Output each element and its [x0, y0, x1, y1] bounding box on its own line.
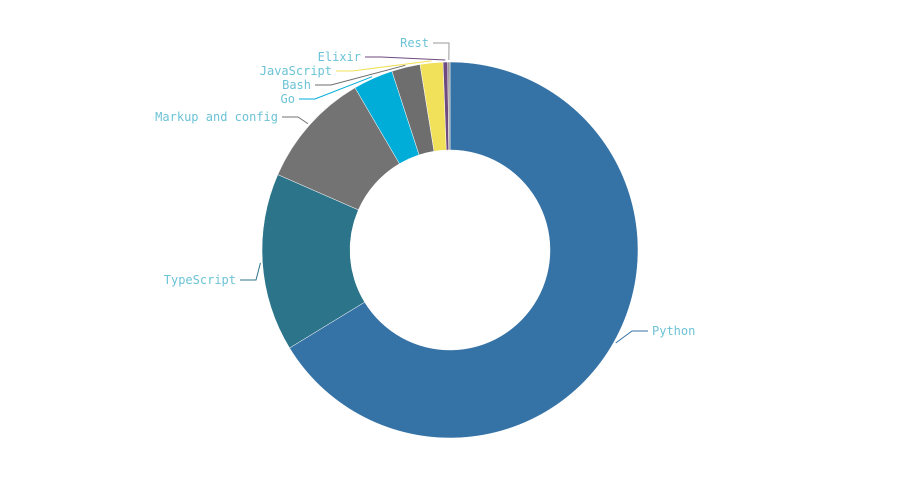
leader-line-elixir: [365, 56, 446, 61]
slice-rest[interactable]: [447, 61, 451, 151]
leader-line-python: [615, 330, 648, 344]
leader-line-go: [299, 76, 373, 100]
slice-python[interactable]: [289, 61, 639, 439]
leader-line-bash: [315, 64, 406, 86]
leader-line-typescript: [240, 262, 261, 281]
slice-label-bash: Bash: [282, 78, 311, 92]
slice-label-python: Python: [652, 324, 695, 338]
slice-label-markup-and-config: Markup and config: [155, 110, 278, 124]
leader-line-markup-and-config: [282, 116, 309, 125]
slice-label-go: Go: [281, 92, 295, 106]
leader-line-javascript: [336, 60, 432, 72]
slice-label-elixir: Elixir: [318, 50, 361, 64]
slice-label-rest: Rest: [400, 36, 429, 50]
slice-label-javascript: JavaScript: [260, 64, 332, 78]
leader-line-rest: [433, 42, 450, 61]
slice-label-typescript: TypeScript: [164, 273, 236, 287]
